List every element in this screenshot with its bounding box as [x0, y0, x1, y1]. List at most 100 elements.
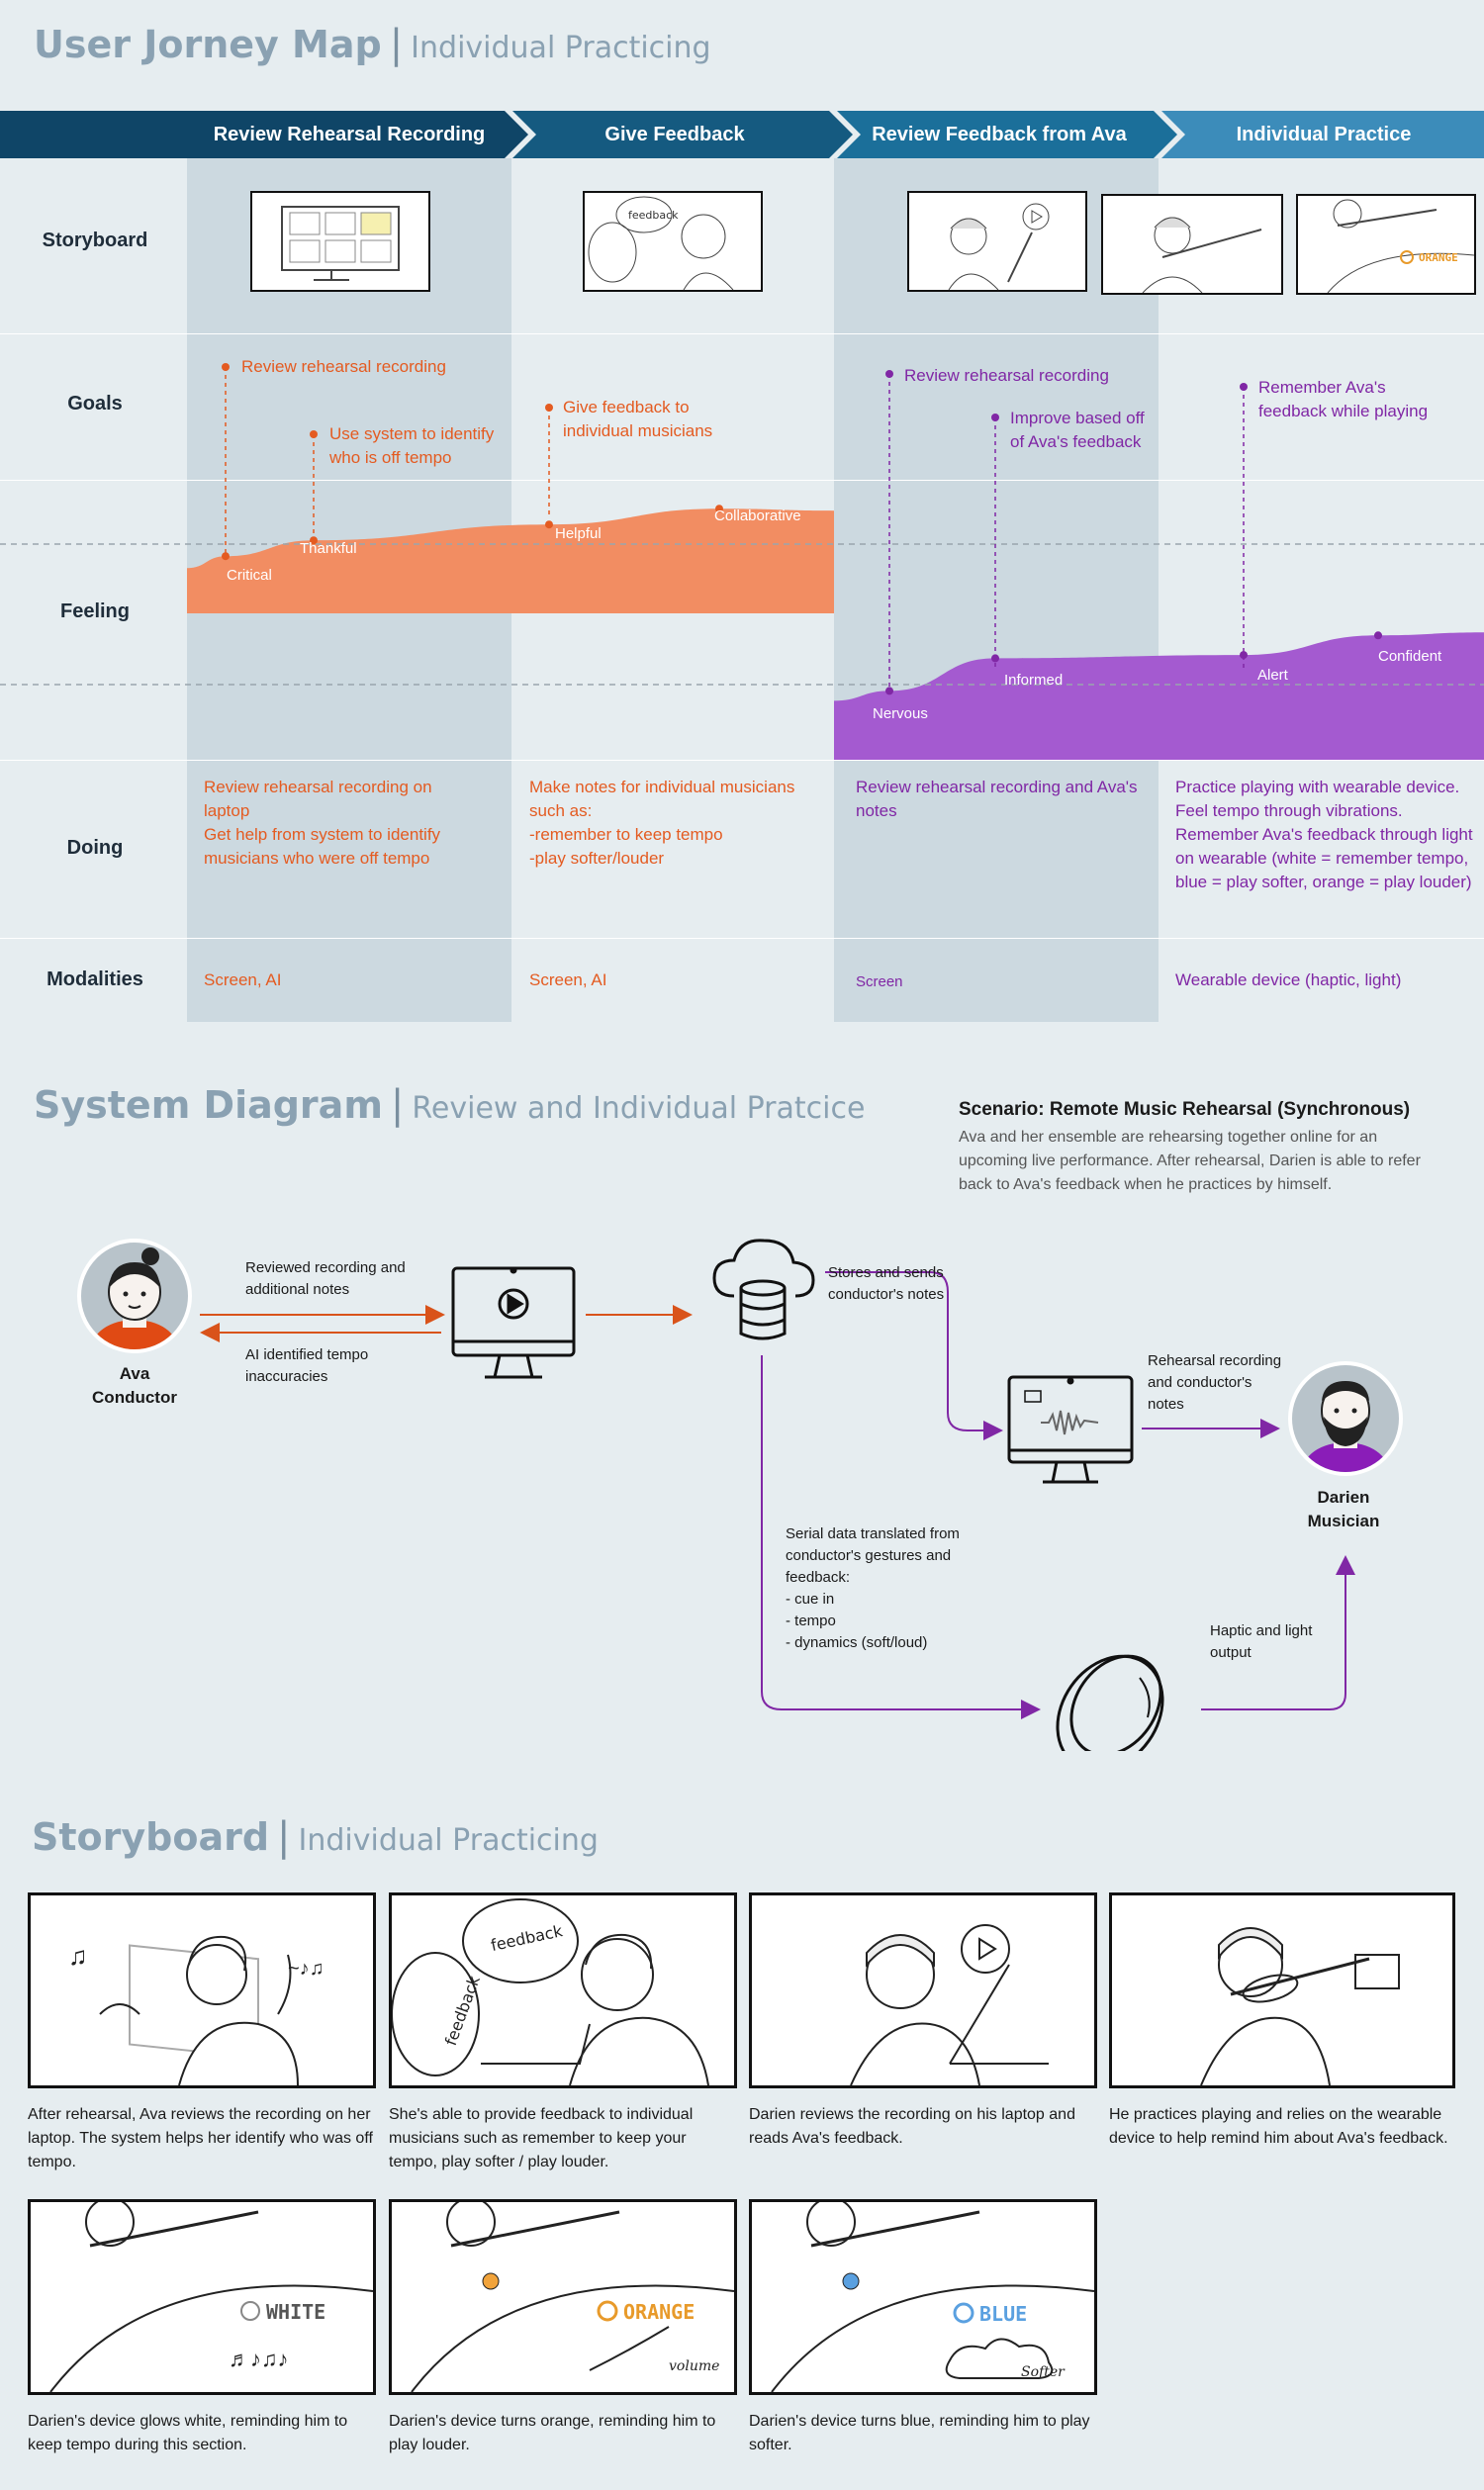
sketch-feedback-bubbles: feedback feedback — [392, 1898, 709, 2085]
system-title-main: System Diagram — [34, 1083, 383, 1127]
label-stores-sends: Stores and sends conductor's notes — [828, 1264, 945, 1303]
doing-4: Practice playing with wearable device. F… — [1175, 778, 1473, 891]
storyboard-subtitle: Individual Practicing — [298, 1823, 599, 1858]
goal-5: Improve based off of Ava's feedback — [1010, 409, 1145, 451]
feeling-label-helpful: Helpful — [555, 525, 602, 542]
goal-4: Review rehearsal recording — [904, 366, 1109, 385]
storyboard-frame-7: BLUE Softer — [749, 2199, 1097, 2395]
darien-laptop-sketch — [948, 203, 1050, 290]
ava-name: Ava — [119, 1364, 150, 1383]
svg-text:feedback: feedback — [628, 209, 679, 222]
row-label-modalities: Modalities — [46, 968, 143, 990]
caption-1: After rehearsal, Ava reviews the recordi… — [28, 2106, 373, 2170]
storyboard-frame-1: ♫ ~♪♫ — [28, 1892, 376, 2088]
row-divider — [0, 333, 1484, 334]
sketch-darien-violin — [1200, 1927, 1400, 2085]
title-divider: | — [389, 22, 404, 67]
thumb-darien-review — [907, 191, 1087, 292]
caption-2: She's able to provide feedback to indivi… — [389, 2106, 694, 2170]
row-label-doing: Doing — [66, 837, 124, 859]
darien-avatar — [1288, 1361, 1403, 1476]
system-diagram — [77, 1239, 1403, 1751]
doing-2: Make notes for individual musicians such… — [529, 778, 795, 868]
journey-title: User Jorney Map | Individual Practicing — [34, 22, 711, 67]
goal-3: Give feedback to individual musicians — [563, 398, 713, 440]
goal-6: Remember Ava's feedback while playing — [1258, 378, 1429, 420]
svg-text:ORANGE: ORANGE — [623, 2300, 695, 2324]
sketch-white-glow: WHITE ♬♪♫♪ — [49, 2202, 373, 2392]
ava-feeling-point — [222, 552, 230, 561]
svg-text:♬♪♫♪: ♬♪♫♪ — [229, 2347, 289, 2371]
phase-arrow-4 — [1161, 111, 1484, 158]
thumb-wearable-orange: ORANGE — [1296, 194, 1476, 295]
goal-2: Use system to identify who is off tempo — [329, 424, 495, 467]
caption-3: Darien reviews the recording on his lapt… — [749, 2106, 1075, 2147]
feeling-label-collaborative: Collaborative — [714, 507, 801, 524]
label-haptic-light: Haptic and light output — [1210, 1622, 1313, 1661]
darien-monitor-icon — [1007, 1375, 1134, 1484]
ava-avatar — [77, 1239, 192, 1353]
phase-arrow-1 — [0, 111, 528, 158]
title-divider: | — [277, 1814, 291, 1860]
cloud-database-icon — [712, 1239, 815, 1340]
thumb-practice — [1101, 194, 1283, 295]
system-subtitle: Review and Individual Pratcice — [412, 1091, 866, 1126]
feedback-sketch: feedback — [588, 196, 734, 290]
row-label-feeling: Feeling — [59, 600, 130, 622]
row-divider — [0, 480, 1484, 481]
orange-glow-sketch: ORANGE — [1327, 199, 1474, 293]
storyboard-frame-3 — [749, 1892, 1097, 2088]
svg-text:feedback: feedback — [441, 1973, 484, 2048]
modality-4: Wearable device (haptic, light) — [1175, 970, 1402, 989]
label-serial-data: Serial data translated from conductor's … — [786, 1525, 960, 1651]
svg-text:♫: ♫ — [68, 1941, 88, 1971]
svg-text:volume: volume — [669, 2358, 719, 2374]
storyboard-frame-5: WHITE ♬♪♫♪ — [28, 2199, 376, 2395]
feeling-label-informed: Informed — [1004, 672, 1064, 689]
darien-feeling-area — [834, 632, 1484, 760]
svg-text:Softer: Softer — [1021, 2364, 1066, 2380]
svg-text:WHITE: WHITE — [266, 2300, 325, 2324]
phase-label-2: Give Feedback — [604, 123, 745, 145]
phase-arrow-3 — [837, 111, 1177, 158]
laptop-sketch — [281, 206, 400, 281]
journey-subtitle: Individual Practicing — [411, 31, 711, 65]
darien-name: Darien — [1317, 1488, 1370, 1507]
modality-3: Screen — [856, 973, 903, 990]
label-ai-tempo: AI identified tempo inaccuracies — [245, 1346, 369, 1385]
ava-role: Conductor — [92, 1388, 177, 1407]
svg-text:~♪♫: ~♪♫ — [288, 1958, 325, 1980]
sketch-blue-glow: BLUE Softer — [771, 2202, 1094, 2392]
doing-3: Review rehearsal recording and Ava's not… — [856, 778, 1138, 820]
system-title: System Diagram | Review and Individual Pra… — [34, 1082, 865, 1128]
phase-3-column — [834, 158, 1159, 1022]
storyboard-frame-6: ORANGE volume — [389, 2199, 737, 2395]
title-divider: | — [390, 1082, 405, 1128]
goal-1: Review rehearsal recording — [241, 357, 446, 376]
modality-1: Screen, AI — [204, 970, 282, 989]
darien-role: Musician — [1307, 1512, 1380, 1530]
ava-name-block: Ava Conductor — [75, 1362, 194, 1410]
ava-feeling-point — [310, 536, 318, 545]
scenario-body: Ava and her ensemble are rehearsing toge… — [959, 1129, 1421, 1193]
row-label-storyboard: Storyboard — [42, 230, 148, 251]
journey-title-main: User Jorney Map — [34, 23, 382, 66]
caption-6: Darien's device turns orange, reminding … — [389, 2413, 716, 2453]
goal-connectors — [222, 363, 1248, 697]
storyboard-title: Storyboard | Individual Practicing — [32, 1814, 599, 1860]
feeling-graph — [0, 505, 1484, 760]
doing-1: Review rehearsal recording on laptop Get… — [204, 778, 441, 868]
phase-header-arrows — [0, 111, 1484, 158]
darien-name-block: Darien Musician — [1284, 1486, 1403, 1533]
sketch-orange-glow: ORANGE volume — [411, 2202, 734, 2392]
thumb-review-recording — [250, 191, 430, 292]
svg-text:ORANGE: ORANGE — [1419, 251, 1458, 264]
ava-monitor-icon — [451, 1266, 576, 1379]
row-divider — [0, 938, 1484, 939]
svg-text:BLUE: BLUE — [979, 2302, 1027, 2326]
darien-feeling-point — [1240, 651, 1248, 660]
feeling-label-thankful: Thankful — [300, 540, 357, 557]
phase-label-4: Individual Practice — [1236, 123, 1412, 145]
ava-feeling-point — [715, 505, 723, 513]
violin-sketch — [1142, 217, 1262, 293]
